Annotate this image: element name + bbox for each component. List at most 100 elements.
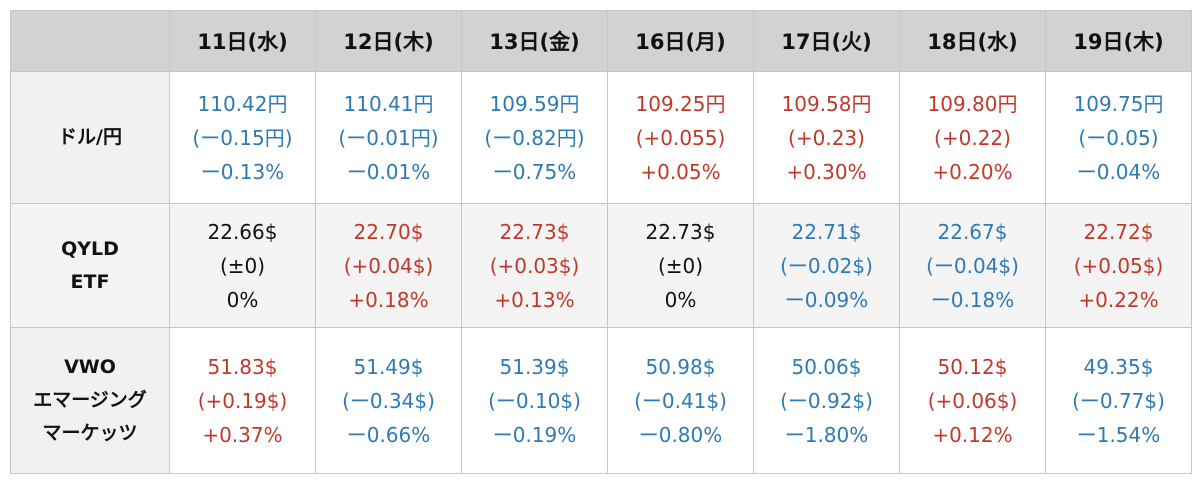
price-cell: 49.35$ (ー0.77$) ー1.54% xyxy=(1045,327,1192,474)
change-amount: (ー0.41$) xyxy=(634,388,727,413)
change-amount: (±0) xyxy=(219,253,266,278)
change-percent: ー0.04% xyxy=(1076,159,1161,184)
price-value: 110.41円 xyxy=(343,91,434,116)
change-amount: (+0.05$) xyxy=(1073,253,1164,278)
price-value: 109.59円 xyxy=(489,91,580,116)
change-amount: (ー0.10$) xyxy=(488,388,581,413)
price-value: 109.58円 xyxy=(781,91,872,116)
price-value: 50.06$ xyxy=(791,354,862,379)
change-percent: 0% xyxy=(226,287,259,312)
price-cell: 50.12$ (+0.06$) +0.12% xyxy=(899,327,1046,474)
change-percent: +0.05% xyxy=(640,159,721,184)
row-label-line: マーケッツ xyxy=(42,422,138,444)
price-value: 50.12$ xyxy=(937,354,1008,379)
price-value: 22.72$ xyxy=(1083,219,1154,244)
date-header: 16日(月) xyxy=(607,10,754,72)
change-amount: (ー0.92$) xyxy=(780,388,873,413)
price-value: 50.98$ xyxy=(645,354,716,379)
change-percent: ー0.18% xyxy=(930,287,1015,312)
change-amount: (+0.22) xyxy=(934,125,1011,150)
row-label-line: VWO xyxy=(64,356,116,378)
price-cell: 51.83$ (+0.19$) +0.37% xyxy=(169,327,316,474)
price-value: 109.75円 xyxy=(1073,91,1164,116)
price-cell: 22.66$ (±0) 0% xyxy=(169,203,316,328)
row-label-line: ETF xyxy=(70,270,110,293)
change-amount: (+0.06$) xyxy=(927,388,1018,413)
change-amount: (+0.19$) xyxy=(197,388,288,413)
change-percent: ー0.66% xyxy=(346,422,431,447)
row-label-line: QYLD xyxy=(61,237,119,260)
change-amount: (ー0.77$) xyxy=(1072,388,1165,413)
price-value: 22.70$ xyxy=(353,219,424,244)
corner-header xyxy=(10,10,170,72)
date-header: 17日(火) xyxy=(753,10,900,72)
change-percent: +0.20% xyxy=(932,159,1013,184)
change-percent: ー0.13% xyxy=(200,159,285,184)
price-cell: 22.67$ (ー0.04$) ー0.18% xyxy=(899,203,1046,328)
price-cell: 109.25円 (+0.055) +0.05% xyxy=(607,71,754,204)
date-header: 19日(木) xyxy=(1045,10,1192,72)
change-amount: (+0.055) xyxy=(635,125,726,150)
price-value: 109.25円 xyxy=(635,91,726,116)
change-percent: ー0.01% xyxy=(346,159,431,184)
header-row: 11日(水) 12日(木) 13日(金) 16日(月) 17日(火) 18日(水… xyxy=(10,10,1192,72)
price-value: 22.73$ xyxy=(499,219,570,244)
change-amount: (±0) xyxy=(657,253,704,278)
price-cell: 22.72$ (+0.05$) +0.22% xyxy=(1045,203,1192,328)
date-header: 11日(水) xyxy=(169,10,316,72)
table-body: ドル/円 110.42円 (ー0.15円) ー0.13% 110.41円 (ー0.01円)… xyxy=(10,71,1192,474)
change-amount: (ー0.05) xyxy=(1078,125,1159,150)
price-cell: 22.71$ (ー0.02$) ー0.09% xyxy=(753,203,900,328)
change-amount: (ー0.82円) xyxy=(484,125,585,150)
change-amount: (+0.23) xyxy=(788,125,865,150)
price-value: 109.80円 xyxy=(927,91,1018,116)
price-cell: 22.73$ (+0.03$) +0.13% xyxy=(461,203,608,328)
change-amount: (+0.04$) xyxy=(343,253,434,278)
change-percent: ー1.54% xyxy=(1076,422,1161,447)
change-percent: +0.12% xyxy=(932,422,1013,447)
date-header: 12日(木) xyxy=(315,10,462,72)
price-value: 49.35$ xyxy=(1083,354,1154,379)
change-percent: ー0.75% xyxy=(492,159,577,184)
date-header: 18日(水) xyxy=(899,10,1046,72)
row-label-line: エマージング xyxy=(33,389,147,411)
change-percent: +0.18% xyxy=(348,287,429,312)
change-percent: +0.13% xyxy=(494,287,575,312)
change-percent: ー1.80% xyxy=(784,422,869,447)
price-value: 22.67$ xyxy=(937,219,1008,244)
row-label: QYLD ETF xyxy=(10,203,170,328)
price-cell: 51.39$ (ー0.10$) ー0.19% xyxy=(461,327,608,474)
change-amount: (ー0.34$) xyxy=(342,388,435,413)
row-vwo: VWO エマージング マーケッツ 51.83$ (+0.19$) +0.37% 51.49$… xyxy=(10,327,1192,474)
change-amount: (ー0.02$) xyxy=(780,253,873,278)
price-value: 51.83$ xyxy=(207,354,278,379)
price-cell: 109.58円 (+0.23) +0.30% xyxy=(753,71,900,204)
change-percent: +0.22% xyxy=(1078,287,1159,312)
change-amount: (ー0.04$) xyxy=(926,253,1019,278)
price-value: 22.71$ xyxy=(791,219,862,244)
price-value: 51.39$ xyxy=(499,354,570,379)
change-percent: ー0.80% xyxy=(638,422,723,447)
price-cell: 50.98$ (ー0.41$) ー0.80% xyxy=(607,327,754,474)
row-label: ドル/円 xyxy=(10,71,170,204)
row-usd-jpy: ドル/円 110.42円 (ー0.15円) ー0.13% 110.41円 (ー0.01円)… xyxy=(10,71,1192,204)
price-cell: 22.73$ (±0) 0% xyxy=(607,203,754,328)
price-cell: 109.75円 (ー0.05) ー0.04% xyxy=(1045,71,1192,204)
row-qyld-etf: QYLD ETF 22.66$ (±0) 0% 22.70$ (+0.04$) +0.18% 2… xyxy=(10,203,1192,328)
row-label: VWO エマージング マーケッツ xyxy=(10,327,170,474)
change-amount: (ー0.01円) xyxy=(338,125,439,150)
change-percent: +0.37% xyxy=(202,422,283,447)
table-header: 11日(水) 12日(木) 13日(金) 16日(月) 17日(火) 18日(水… xyxy=(10,10,1192,72)
change-amount: (+0.03$) xyxy=(489,253,580,278)
change-amount: (ー0.15円) xyxy=(192,125,293,150)
price-cell: 109.59円 (ー0.82円) ー0.75% xyxy=(461,71,608,204)
change-percent: ー0.19% xyxy=(492,422,577,447)
change-percent: ー0.09% xyxy=(784,287,869,312)
price-value: 51.49$ xyxy=(353,354,424,379)
date-header: 13日(金) xyxy=(461,10,608,72)
row-label-line: ドル/円 xyxy=(58,126,122,148)
price-cell: 110.42円 (ー0.15円) ー0.13% xyxy=(169,71,316,204)
price-cell: 22.70$ (+0.04$) +0.18% xyxy=(315,203,462,328)
change-percent: +0.30% xyxy=(786,159,867,184)
price-table: 11日(水) 12日(木) 13日(金) 16日(月) 17日(火) 18日(水… xyxy=(10,10,1192,474)
